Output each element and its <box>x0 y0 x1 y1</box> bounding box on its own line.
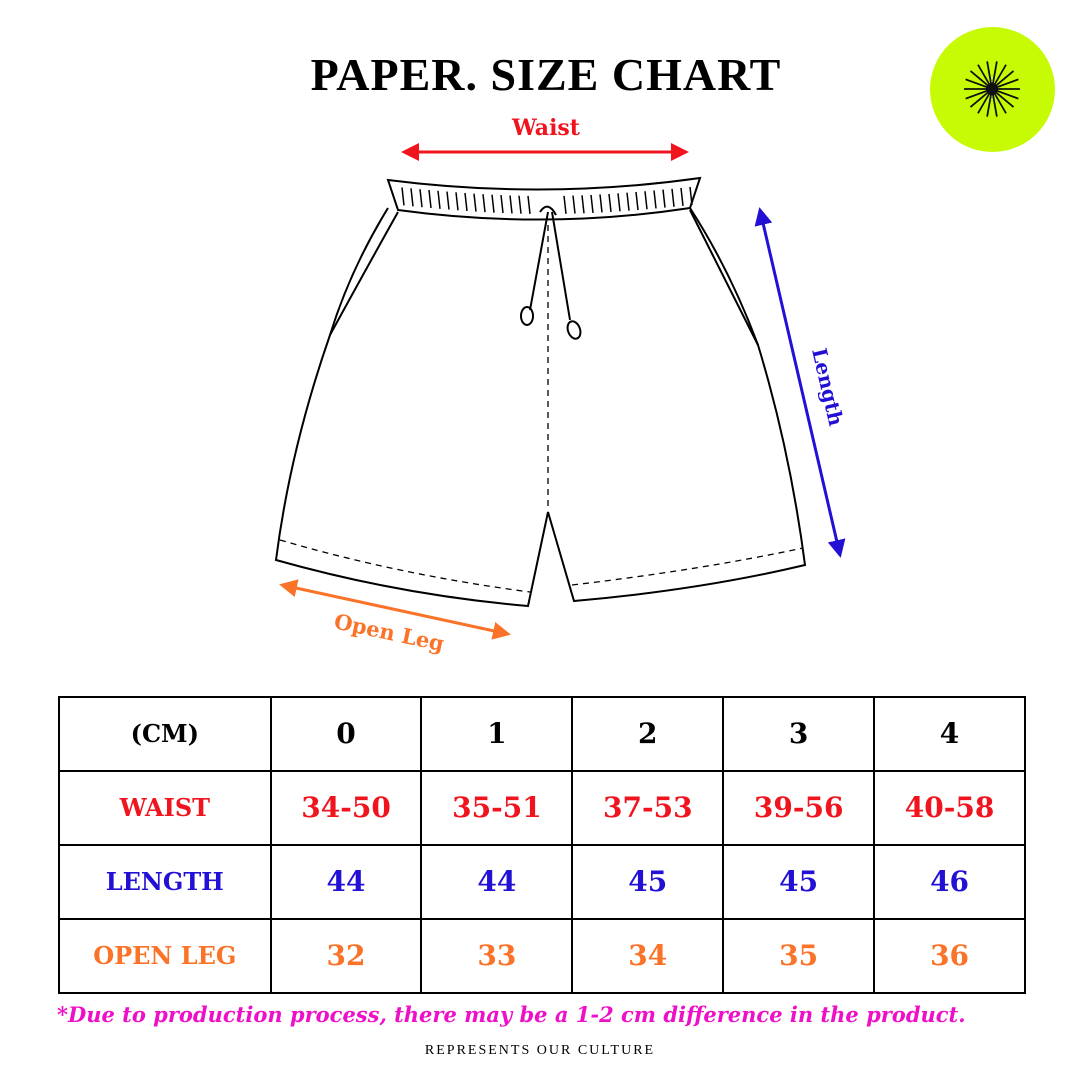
tolerance-note: *Due to production process, there may be… <box>57 1002 966 1027</box>
table-cell: 35-51 <box>420 770 574 846</box>
table-cell: 40-58 <box>873 770 1026 846</box>
size-header: 2 <box>571 696 725 772</box>
table-cell: 44 <box>269 844 423 920</box>
table-row-waist: WAIST 34-50 35-51 37-53 39-56 40-58 <box>58 770 1026 846</box>
size-header: 0 <box>269 696 423 772</box>
table-row-open-leg: OPEN LEG 32 33 34 35 36 <box>58 918 1026 994</box>
length-label: Length <box>807 346 848 429</box>
table-cell: 36 <box>873 918 1026 994</box>
table-cell: 46 <box>873 844 1026 920</box>
table-cell: 33 <box>420 918 574 994</box>
table-cell: 35 <box>722 918 876 994</box>
size-header: 1 <box>420 696 574 772</box>
brand-logo <box>930 27 1055 152</box>
page-title: PAPER. SIZE CHART <box>310 49 782 100</box>
table-cell: 34 <box>571 918 725 994</box>
table-cell: 45 <box>722 844 876 920</box>
table-row-length: LENGTH 44 44 45 45 46 <box>58 844 1026 920</box>
table-cell: 34-50 <box>269 770 423 846</box>
table-cell: 44 <box>420 844 574 920</box>
table-cell: 39-56 <box>722 770 876 846</box>
open-leg-arrow <box>279 579 511 640</box>
footer-tagline: REPRESENTS OUR CULTURE <box>424 1043 656 1058</box>
size-header: 4 <box>873 696 1026 772</box>
table-cell: 37-53 <box>571 770 725 846</box>
starburst-icon <box>964 61 1020 117</box>
length-arrow <box>754 207 846 558</box>
unit-header: (CM) <box>58 696 272 772</box>
table-header-row: (CM) 0 1 2 3 4 <box>58 696 1026 772</box>
row-label: OPEN LEG <box>58 918 272 994</box>
table-cell: 32 <box>269 918 423 994</box>
size-table: (CM) 0 1 2 3 4 WAIST 34-50 35-51 37-53 3… <box>58 696 1026 994</box>
table-cell: 45 <box>571 844 725 920</box>
waist-label: Waist <box>511 115 581 141</box>
row-label: WAIST <box>58 770 272 846</box>
size-header: 3 <box>722 696 876 772</box>
shorts-outline <box>274 176 807 608</box>
row-label: LENGTH <box>58 844 272 920</box>
shorts-diagram: Waist Length Open Leg <box>274 115 848 656</box>
waistband-ribbing <box>401 186 693 214</box>
